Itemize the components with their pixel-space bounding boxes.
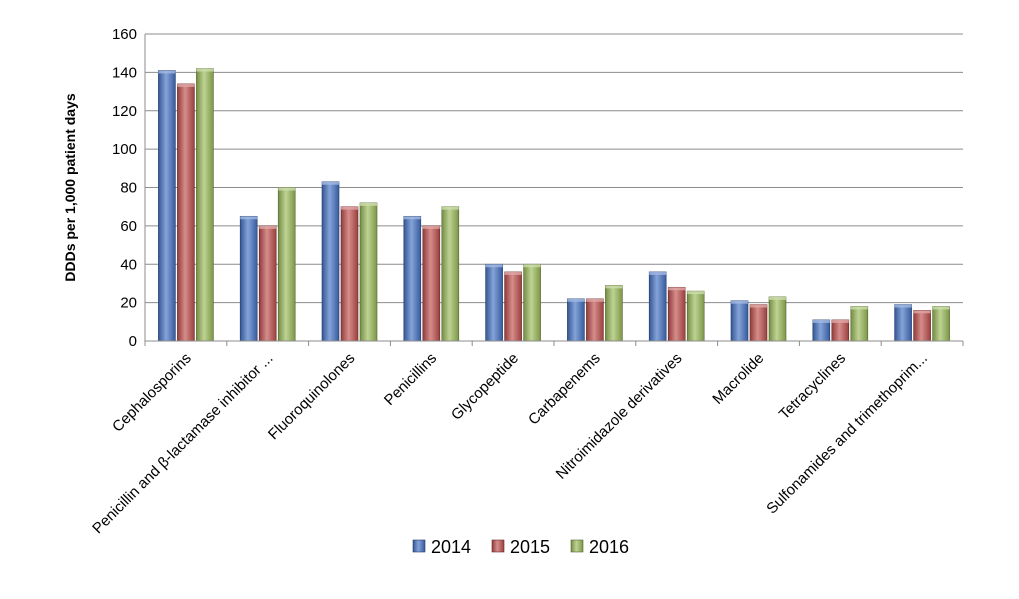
bar-2014-5 <box>567 298 585 342</box>
bar-top-highlight <box>649 271 667 275</box>
bar-top-highlight <box>932 306 950 310</box>
y-tick-label: 160 <box>112 26 137 43</box>
bar-top-highlight <box>731 300 748 304</box>
y-tick-label: 100 <box>112 141 137 158</box>
bar-2014-9 <box>894 304 912 342</box>
bar-top-highlight <box>158 70 176 74</box>
category-label: Macrolide <box>709 350 767 408</box>
bar-top-highlight <box>259 225 277 229</box>
legend: 2014 2015 2016 <box>412 537 629 557</box>
bar-2016-2 <box>359 202 378 342</box>
bar-2014-8 <box>812 319 831 342</box>
bar-2015-3 <box>422 225 441 342</box>
bar-top-highlight <box>278 187 296 191</box>
y-tick-label: 80 <box>120 180 137 197</box>
bar-top-highlight <box>177 83 195 87</box>
category-label: Glycopeptide <box>448 350 522 424</box>
y-tick-label: 0 <box>129 333 137 350</box>
bar-2014-7 <box>730 300 749 342</box>
category-label: Penicillin and β-lactamase inhibitor ... <box>89 350 276 537</box>
bar-2016-4 <box>523 263 541 342</box>
bar-2014-1 <box>239 215 258 342</box>
bar-top-highlight <box>422 225 440 229</box>
category-label: Fluoroquinolones <box>265 350 358 443</box>
bar-2015-5 <box>586 298 604 342</box>
bar-top-highlight <box>687 291 705 295</box>
bars <box>158 68 950 342</box>
bar-top-highlight <box>504 271 522 275</box>
category-label: Tetracyclines <box>776 350 849 423</box>
legend-label-2014: 2014 <box>431 537 471 557</box>
bar-top-highlight <box>850 306 868 310</box>
category-label: Cephalosporins <box>109 350 195 436</box>
bar-2014-0 <box>158 70 176 342</box>
legend-label-2016: 2016 <box>589 537 629 557</box>
bar-2014-2 <box>321 181 340 342</box>
legend-swatch-2014 <box>412 539 426 553</box>
bar-top-highlight <box>403 216 421 220</box>
bar-2014-3 <box>403 215 422 342</box>
bar-top-highlight <box>831 319 849 323</box>
bar-2016-1 <box>277 187 296 342</box>
bar-top-highlight <box>750 304 767 308</box>
bar-2016-6 <box>686 290 705 342</box>
legend-label-2015: 2015 <box>510 537 550 557</box>
y-tick-label: 60 <box>120 218 137 235</box>
y-axis-ticks: 0 20 40 60 80 100 120 140 160 <box>112 26 137 350</box>
bar-top-highlight <box>567 298 585 302</box>
y-tick-label: 120 <box>112 103 137 120</box>
bar-2015-9 <box>913 309 931 342</box>
y-tick-label: 140 <box>112 64 137 81</box>
legend-swatch-2015 <box>491 539 505 553</box>
bar-2015-0 <box>177 83 195 342</box>
bar-2015-8 <box>831 319 850 342</box>
bar-2016-5 <box>605 285 623 342</box>
legend-swatch-2016 <box>570 539 584 553</box>
bar-2015-1 <box>258 225 277 342</box>
bar-2015-2 <box>340 206 359 342</box>
bar-2016-8 <box>850 306 869 342</box>
category-label: Sulfonamides and trimethoprim... <box>763 350 931 518</box>
x-axis <box>144 34 964 346</box>
bar-2016-0 <box>196 68 214 342</box>
y-tick-label: 20 <box>120 295 137 312</box>
bar-2015-4 <box>504 271 522 342</box>
bar-2015-7 <box>749 304 768 342</box>
bar-top-highlight <box>341 206 358 210</box>
bar-top-highlight <box>769 296 786 300</box>
bar-2015-6 <box>667 286 686 342</box>
bar-2016-7 <box>768 296 787 342</box>
bar-top-highlight <box>196 68 214 72</box>
bar-2014-6 <box>648 271 667 342</box>
category-label: Penicillins <box>381 350 440 409</box>
bar-top-highlight <box>586 298 604 302</box>
category-label: Carbapenems <box>525 350 604 429</box>
bar-2016-3 <box>441 206 460 342</box>
bar-top-highlight <box>240 216 258 220</box>
bar-top-highlight <box>812 319 830 323</box>
bar-top-highlight <box>913 310 931 314</box>
bar-top-highlight <box>322 181 339 185</box>
bar-top-highlight <box>441 206 459 210</box>
bar-top-highlight <box>485 264 503 268</box>
bar-2016-9 <box>932 306 950 342</box>
bar-top-highlight <box>668 287 686 291</box>
y-tick-label: 40 <box>120 256 137 273</box>
bar-2014-4 <box>485 263 503 342</box>
y-axis-title: DDDs per 1,000 patient days <box>62 93 78 282</box>
bar-top-highlight <box>360 202 377 206</box>
bar-top-highlight <box>605 285 623 289</box>
bar-top-highlight <box>523 264 541 268</box>
bar-top-highlight <box>894 304 912 308</box>
